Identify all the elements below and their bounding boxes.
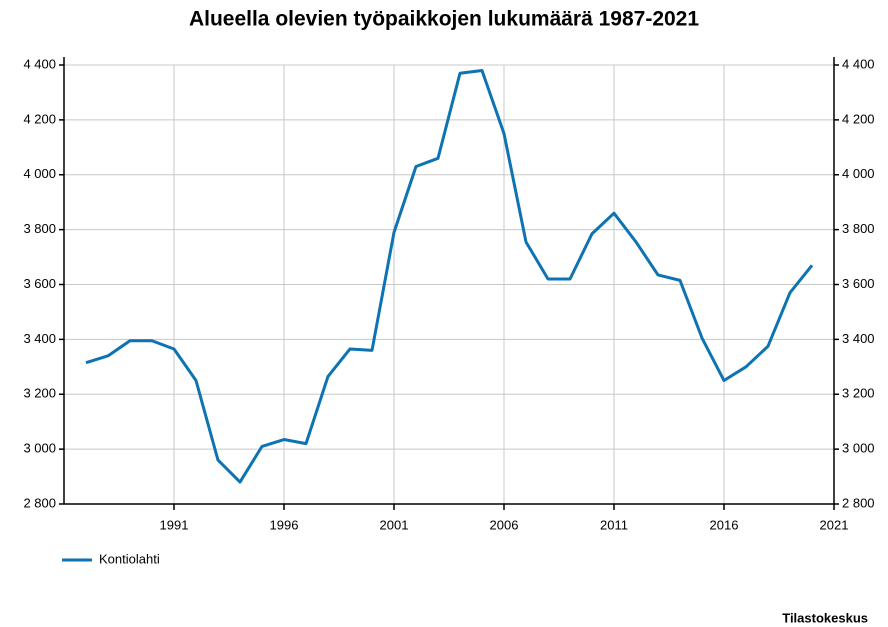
x-tick-label: 2016 — [710, 517, 739, 532]
y2-tick-label: 2 800 — [842, 495, 875, 510]
y2-tick-label: 3 200 — [842, 386, 875, 401]
y-tick-label: 3 600 — [23, 276, 56, 291]
line — [85, 68, 814, 484]
y2-tick-label: 3 400 — [842, 331, 875, 346]
x-tick-label: 1996 — [270, 517, 299, 532]
y-tick-label: 3 400 — [23, 331, 56, 346]
y-tick-label: 3 200 — [23, 386, 56, 401]
y-tick-label: 2 800 — [23, 495, 56, 510]
source: Tilastokeskus — [782, 610, 868, 625]
y-tick-label: 4 000 — [23, 166, 56, 181]
y2-tick-label: 3 600 — [842, 276, 875, 291]
x-tick-label: 2021 — [820, 517, 849, 532]
y2-tick-label: 4 200 — [842, 111, 875, 126]
chart-title: Alueella olevien työpaikkojen lukumäärä … — [189, 8, 699, 31]
y-tick-label: 3 000 — [23, 441, 56, 456]
y-tick-label: 4 200 — [23, 111, 56, 126]
y2-tick-label: 4 400 — [842, 56, 875, 71]
y-tick-label: 4 400 — [23, 56, 56, 71]
y-tick-label: 3 800 — [23, 221, 56, 236]
y2-tick-label: 4 000 — [842, 166, 875, 181]
legend-label: Kontiolahti — [99, 551, 160, 566]
x-tick-label: 2011 — [600, 517, 628, 532]
y2-tick-label: 3 800 — [842, 221, 875, 236]
x-tick-label: 1991 — [160, 517, 189, 532]
y2-tick-label: 3 000 — [842, 441, 875, 456]
x-tick-label: 2001 — [380, 517, 409, 532]
x-tick-label: 2006 — [490, 517, 519, 532]
